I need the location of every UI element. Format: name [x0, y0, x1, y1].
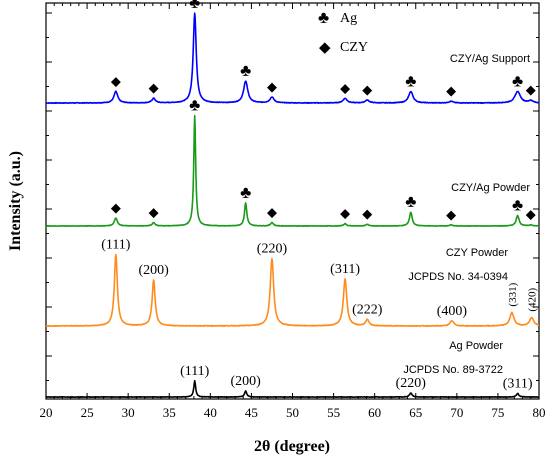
x-tick-label: 20	[40, 405, 53, 420]
series-label: JCPDS No. 34-0394	[408, 271, 508, 283]
czy-marker: ◆	[149, 80, 159, 95]
czy-marker: ◆	[340, 206, 350, 221]
series-label: CZY/Ag Powder	[451, 182, 530, 194]
hkl-label: (311)	[330, 262, 360, 277]
czy-marker: ◆	[111, 73, 121, 88]
hkl-label: (222)	[352, 302, 383, 317]
ag-marker: ♣	[512, 196, 523, 215]
czy-marker: ◆	[111, 200, 121, 215]
x-tick-label: 50	[286, 405, 299, 420]
czy-marker: ◆	[526, 207, 536, 222]
annotations: ◆ ◆♣♣◆ ◆ ◆ ♣◆♣ ◆CZY/Ag Support◆ ◆♣♣◆ ◆ ◆♣◆ ♣ ◆CZY/…	[101, 0, 538, 391]
series-line-3	[45, 379, 540, 399]
ag-marker: ♣	[240, 183, 251, 202]
x-tick-label: 75	[491, 405, 504, 420]
x-tick-label: 65	[409, 405, 422, 420]
legend-label-ag: Ag	[340, 11, 357, 26]
hkl-label: (111)	[180, 364, 210, 379]
legend-symbol-ag: ♣	[318, 8, 329, 27]
x-tick-label: 25	[81, 405, 94, 420]
series-label: CZY Powder	[446, 247, 508, 259]
legend-label-czy: CZY	[340, 40, 368, 55]
x-tick-labels: 20 25 30 35 40 45 50 55 60 65 70 75 80	[40, 405, 546, 420]
hkl-label: (220)	[257, 242, 288, 257]
hkl-label: (200)	[138, 263, 169, 278]
x-tick-label: 45	[245, 405, 258, 420]
x-tick-label: 55	[327, 405, 340, 420]
series-line-1	[45, 114, 540, 228]
x-tick-label: 60	[368, 405, 381, 420]
hkl-label: (420)	[527, 287, 539, 311]
ag-marker: ♣	[512, 71, 523, 90]
x-tick-label: 30	[122, 405, 135, 420]
ag-marker: ♣	[189, 96, 200, 115]
hkl-label: (111)	[101, 237, 131, 252]
czy-marker: ◆	[362, 206, 372, 221]
czy-marker: ◆	[267, 79, 277, 94]
x-axis-label: 2θ (degree)	[254, 438, 330, 455]
series-line-0	[45, 12, 540, 105]
czy-marker: ◆	[340, 80, 350, 95]
czy-marker: ◆	[267, 204, 277, 219]
czy-marker: ◆	[446, 207, 456, 222]
czy-marker: ◆	[149, 204, 159, 219]
ag-marker: ♣	[240, 61, 251, 80]
series-label: JCPDS No. 89-3722	[403, 364, 503, 376]
hkl-label: (220)	[396, 376, 427, 391]
axis-ticks	[45, 3, 540, 399]
x-tick-label: 40	[204, 405, 217, 420]
ag-marker: ♣	[405, 192, 416, 211]
series-lines	[45, 12, 540, 399]
hkl-label: (400)	[437, 304, 468, 319]
czy-marker: ◆	[362, 82, 372, 97]
y-axis-label: Intensity (a.u.)	[7, 151, 24, 251]
czy-marker: ◆	[526, 82, 536, 97]
x-tick-label: 70	[450, 405, 463, 420]
ag-marker: ♣	[405, 71, 416, 90]
series-label: CZY/Ag Support	[450, 53, 530, 65]
ag-marker: ♣	[189, 0, 200, 12]
legend-symbol-czy: ◆	[319, 40, 331, 56]
hkl-label: (311)	[503, 376, 533, 391]
series-label: Ag Powder	[449, 340, 503, 352]
hkl-label: (200)	[231, 374, 262, 389]
hkl-label: (331)	[507, 282, 519, 306]
series-line-2	[45, 253, 540, 328]
x-tick-label: 35	[163, 405, 176, 420]
czy-marker: ◆	[446, 83, 456, 98]
x-tick-label: 80	[533, 405, 546, 420]
legend: ♣ Ag ◆ CZY	[318, 8, 368, 56]
